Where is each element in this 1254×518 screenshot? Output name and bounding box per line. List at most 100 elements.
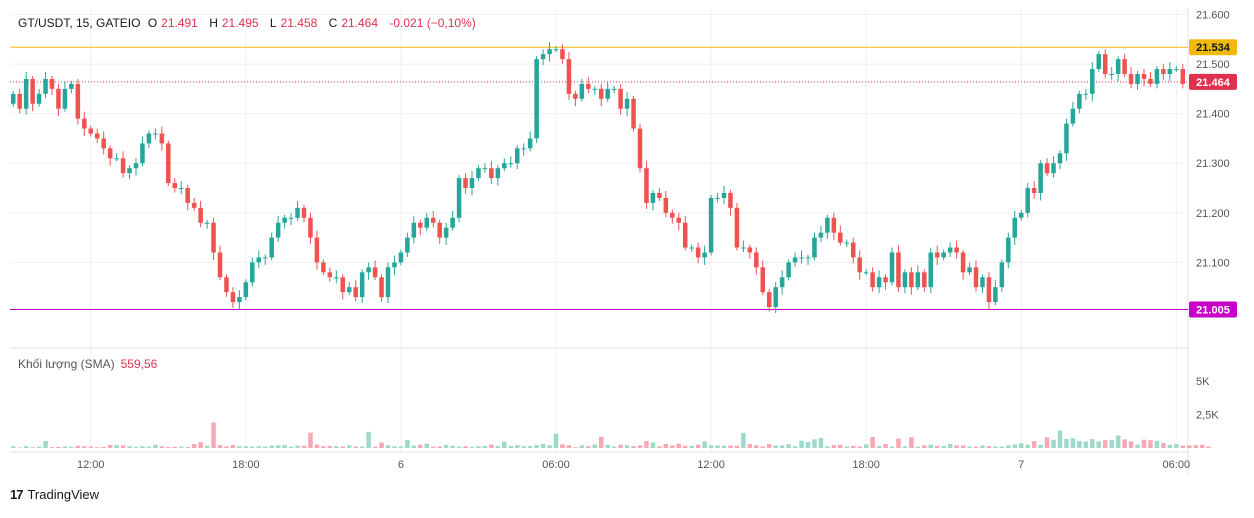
candle-body: [372, 267, 378, 278]
volume-bar: [1161, 442, 1166, 448]
x-tick-label: 12:00: [77, 459, 105, 471]
candle-body: [1122, 59, 1127, 74]
volume-bar: [10, 446, 16, 448]
candle-body: [198, 207, 203, 223]
candle-body: [340, 277, 346, 293]
candle-body: [321, 262, 326, 273]
close-value: 21.464: [341, 16, 379, 30]
volume-bar: [786, 444, 791, 448]
volume-bar: [831, 445, 837, 448]
candle-body: [224, 277, 229, 293]
volume-bar: [760, 446, 766, 448]
candle-body: [69, 83, 74, 89]
volume-bar: [922, 445, 927, 448]
volume-bar: [185, 447, 190, 448]
volume-bar: [708, 445, 714, 448]
tradingview-branding[interactable]: 17 TradingView: [10, 487, 99, 502]
candle-body: [250, 262, 255, 283]
volume-bar: [133, 446, 139, 448]
volume-bar: [838, 444, 843, 448]
volume-bar: [1135, 444, 1140, 448]
volume-bar: [637, 445, 643, 448]
candle-body: [1180, 69, 1186, 84]
volume-bar: [1077, 441, 1082, 448]
candle-body: [269, 237, 274, 258]
candle-body: [256, 257, 262, 263]
volume-bar: [204, 445, 210, 448]
volume-bar: [883, 443, 888, 448]
candle-body: [120, 158, 126, 174]
candle-body: [62, 88, 68, 109]
volume-bar: [941, 446, 946, 448]
candle-body: [1128, 73, 1134, 84]
volume-bar: [308, 432, 313, 448]
volume-bar: [954, 445, 959, 448]
volume-bar: [766, 444, 772, 448]
candle-body: [928, 252, 934, 288]
high-value: 21.495: [221, 16, 259, 30]
tradingview-logo-icon: 17: [10, 487, 24, 502]
candle-body: [1161, 69, 1166, 74]
candle-body: [766, 292, 772, 308]
candle-body: [36, 93, 42, 104]
volume-bar: [140, 446, 145, 448]
price-lines: [10, 46, 1188, 311]
candle-body: [275, 222, 281, 238]
volume-bar: [295, 445, 300, 448]
volume-bar: [359, 446, 365, 448]
volume-bar: [82, 446, 87, 448]
volume-bar: [611, 446, 617, 448]
candle-body: [663, 197, 669, 213]
candle-body: [863, 272, 869, 274]
open-value: 21.491: [161, 16, 198, 30]
volume-bar: [430, 446, 436, 448]
support-price-tag: [1189, 301, 1237, 318]
candle-body: [418, 222, 423, 228]
volume-bar: [844, 446, 850, 448]
volume-bar: [1057, 430, 1063, 448]
candle-body: [1057, 153, 1063, 164]
candle-body: [986, 277, 992, 303]
volume-bar: [456, 446, 462, 448]
volume-bar: [1148, 440, 1153, 448]
candle-body: [1012, 217, 1018, 238]
volume-bar: [482, 445, 488, 448]
volume-bar: [495, 446, 501, 448]
y-tick-label: 21.600: [1196, 10, 1230, 22]
candle-body: [153, 133, 158, 135]
candle-body: [922, 272, 927, 288]
candle-body: [573, 93, 578, 99]
candle-body: [301, 207, 307, 218]
close-label: C: [328, 16, 338, 30]
candle-body: [282, 217, 287, 223]
candle-body: [715, 197, 720, 199]
volume-bar: [670, 445, 675, 448]
volume-bar: [172, 446, 178, 448]
volume-bars: [10, 422, 1211, 448]
y-tick-label: 21.200: [1196, 208, 1230, 220]
volume-bar: [928, 444, 934, 448]
candle-body: [146, 133, 152, 144]
candle-body: [159, 133, 165, 144]
resistance-price-tag: [1189, 39, 1237, 56]
candle-body: [838, 232, 843, 243]
volume-bar: [211, 422, 216, 448]
candle-body: [682, 222, 688, 248]
symbol-label[interactable]: GT/USDT, 15, GATEIO: [18, 16, 141, 30]
volume-bar: [586, 446, 591, 448]
candle-body: [353, 287, 358, 298]
candle-body: [870, 272, 875, 288]
candle-body: [469, 178, 475, 189]
candle-body: [624, 98, 630, 109]
candle-body: [760, 267, 766, 293]
volume-bar: [43, 441, 48, 448]
volume-indicator-header[interactable]: Khối lượng (SMA) 559,56: [18, 357, 157, 371]
x-tick-label: 7: [1018, 459, 1024, 471]
volume-bar: [269, 445, 274, 448]
volume-bar: [741, 432, 746, 448]
candle-body: [204, 222, 210, 224]
candle-body: [443, 227, 449, 238]
volume-bar: [1180, 445, 1186, 448]
